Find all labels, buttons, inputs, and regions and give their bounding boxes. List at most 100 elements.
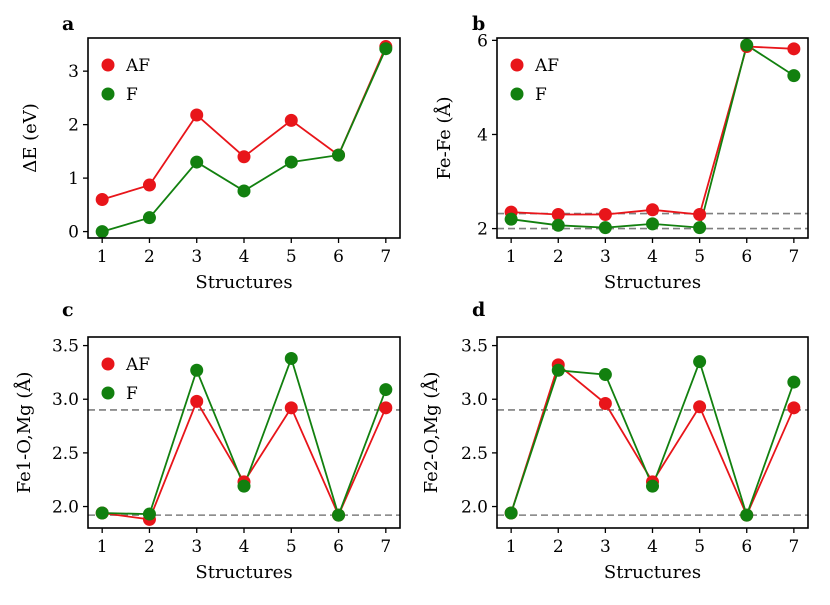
y-tick-label: 3: [68, 62, 79, 82]
data-point-f: [551, 218, 565, 232]
data-point-af: [95, 192, 109, 206]
data-point-f: [551, 363, 565, 377]
x-tick-label: 6: [333, 247, 344, 267]
panel-c: c 1 2 3 4 5 6 7 2.0 2.5 3.0 3.5 Structures Fe1-O,Mg (…: [13, 299, 401, 583]
panel-label: b: [472, 13, 485, 35]
data-point-f: [284, 351, 298, 365]
legend-marker-f: [101, 87, 115, 101]
y-axis-label: Fe2-O,Mg (Å): [420, 372, 442, 494]
x-tick-label: 7: [380, 537, 391, 557]
y-tick-label: 3.5: [461, 337, 488, 357]
data-point-f: [332, 148, 346, 162]
data-point-f: [190, 155, 204, 169]
x-tick-label: 1: [97, 247, 108, 267]
x-tick-label: 2: [553, 247, 564, 267]
x-tick-label: 5: [694, 247, 705, 267]
legend: AF F: [101, 56, 150, 105]
data-point-f: [95, 225, 109, 239]
y-tick-label: 2.5: [52, 444, 79, 464]
x-tick-label: 7: [380, 247, 391, 267]
data-point-f: [787, 375, 801, 389]
data-point-f: [95, 506, 109, 520]
x-tick-label: 6: [333, 537, 344, 557]
legend-marker-af: [101, 357, 115, 371]
data-point-f: [646, 217, 659, 231]
legend-marker-f: [510, 87, 524, 101]
data-point-f: [504, 506, 518, 520]
data-point-af: [787, 401, 801, 415]
data-point-f: [740, 508, 754, 522]
y-tick-label: 6: [477, 31, 488, 51]
data-point-f: [740, 38, 754, 52]
data-point-f: [237, 479, 251, 493]
x-tick-label: 1: [506, 247, 517, 267]
data-point-af: [284, 113, 298, 127]
x-tick-label: 3: [600, 247, 611, 267]
data-point-f: [598, 368, 612, 382]
x-tick-label: 5: [694, 537, 705, 557]
y-tick-label: 3.0: [461, 390, 488, 410]
legend-label: AF: [534, 56, 559, 76]
x-tick-label: 3: [600, 537, 611, 557]
data-point-af: [190, 108, 204, 122]
data-point-af: [190, 394, 204, 408]
data-point-f: [693, 355, 707, 369]
y-tick-label: 1: [68, 169, 79, 189]
legend-marker-f: [101, 386, 115, 400]
x-tick-label: 1: [506, 537, 517, 557]
x-tick-label: 5: [286, 247, 297, 267]
x-tick-label: 4: [239, 537, 250, 557]
panel-d: d 1 2 3 4 5 6 7 2.0 2.5 3.0 3.5 Structures Fe2-O,Mg (…: [420, 299, 809, 583]
y-tick-label: 0: [68, 223, 79, 243]
x-axis-label: Structures: [195, 562, 292, 583]
data-point-f: [284, 155, 298, 169]
legend-label: F: [126, 85, 138, 105]
legend-marker-af: [101, 58, 115, 72]
legend: AF F: [510, 56, 559, 105]
x-tick-label: 2: [144, 537, 155, 557]
x-tick-label: 6: [741, 537, 752, 557]
legend-label: AF: [125, 355, 150, 375]
x-tick-label: 4: [239, 247, 250, 267]
y-tick-label: 3.0: [52, 390, 79, 410]
data-point-af: [237, 150, 251, 164]
data-point-af: [787, 42, 801, 56]
data-point-f: [142, 507, 156, 521]
x-tick-label: 5: [286, 537, 297, 557]
data-point-af: [598, 397, 612, 411]
data-point-af: [284, 401, 298, 415]
panel-label: d: [472, 299, 485, 321]
y-tick-label: 3.5: [52, 337, 79, 357]
data-point-af: [693, 400, 707, 414]
y-axis-label: ΔE (eV): [20, 103, 41, 173]
x-tick-label: 7: [788, 247, 799, 267]
y-tick-label: 2.5: [461, 444, 488, 464]
data-point-af: [142, 178, 156, 192]
panel-label: c: [62, 299, 74, 321]
data-point-f: [332, 508, 346, 522]
data-point-f: [237, 184, 251, 198]
data-point-f: [142, 211, 156, 225]
data-point-f: [504, 212, 518, 226]
y-axis-label: Fe1-O,Mg (Å): [13, 372, 35, 494]
series-line-f: [101, 48, 387, 233]
x-tick-label: 3: [191, 247, 202, 267]
panel-label: a: [62, 13, 74, 35]
x-axis-label: Structures: [195, 272, 292, 293]
x-axis-label: Structures: [604, 562, 701, 583]
x-tick-label: 6: [741, 247, 752, 267]
legend-label: AF: [125, 56, 150, 76]
data-point-af: [379, 401, 393, 415]
x-tick-label: 3: [191, 537, 202, 557]
legend-label: F: [126, 384, 138, 404]
data-point-f: [190, 363, 204, 377]
legend-marker-af: [510, 58, 524, 72]
x-tick-label: 2: [553, 537, 564, 557]
data-point-af: [551, 207, 565, 221]
x-tick-label: 4: [647, 247, 658, 267]
legend-label: F: [535, 85, 547, 105]
data-point-f: [787, 69, 801, 83]
